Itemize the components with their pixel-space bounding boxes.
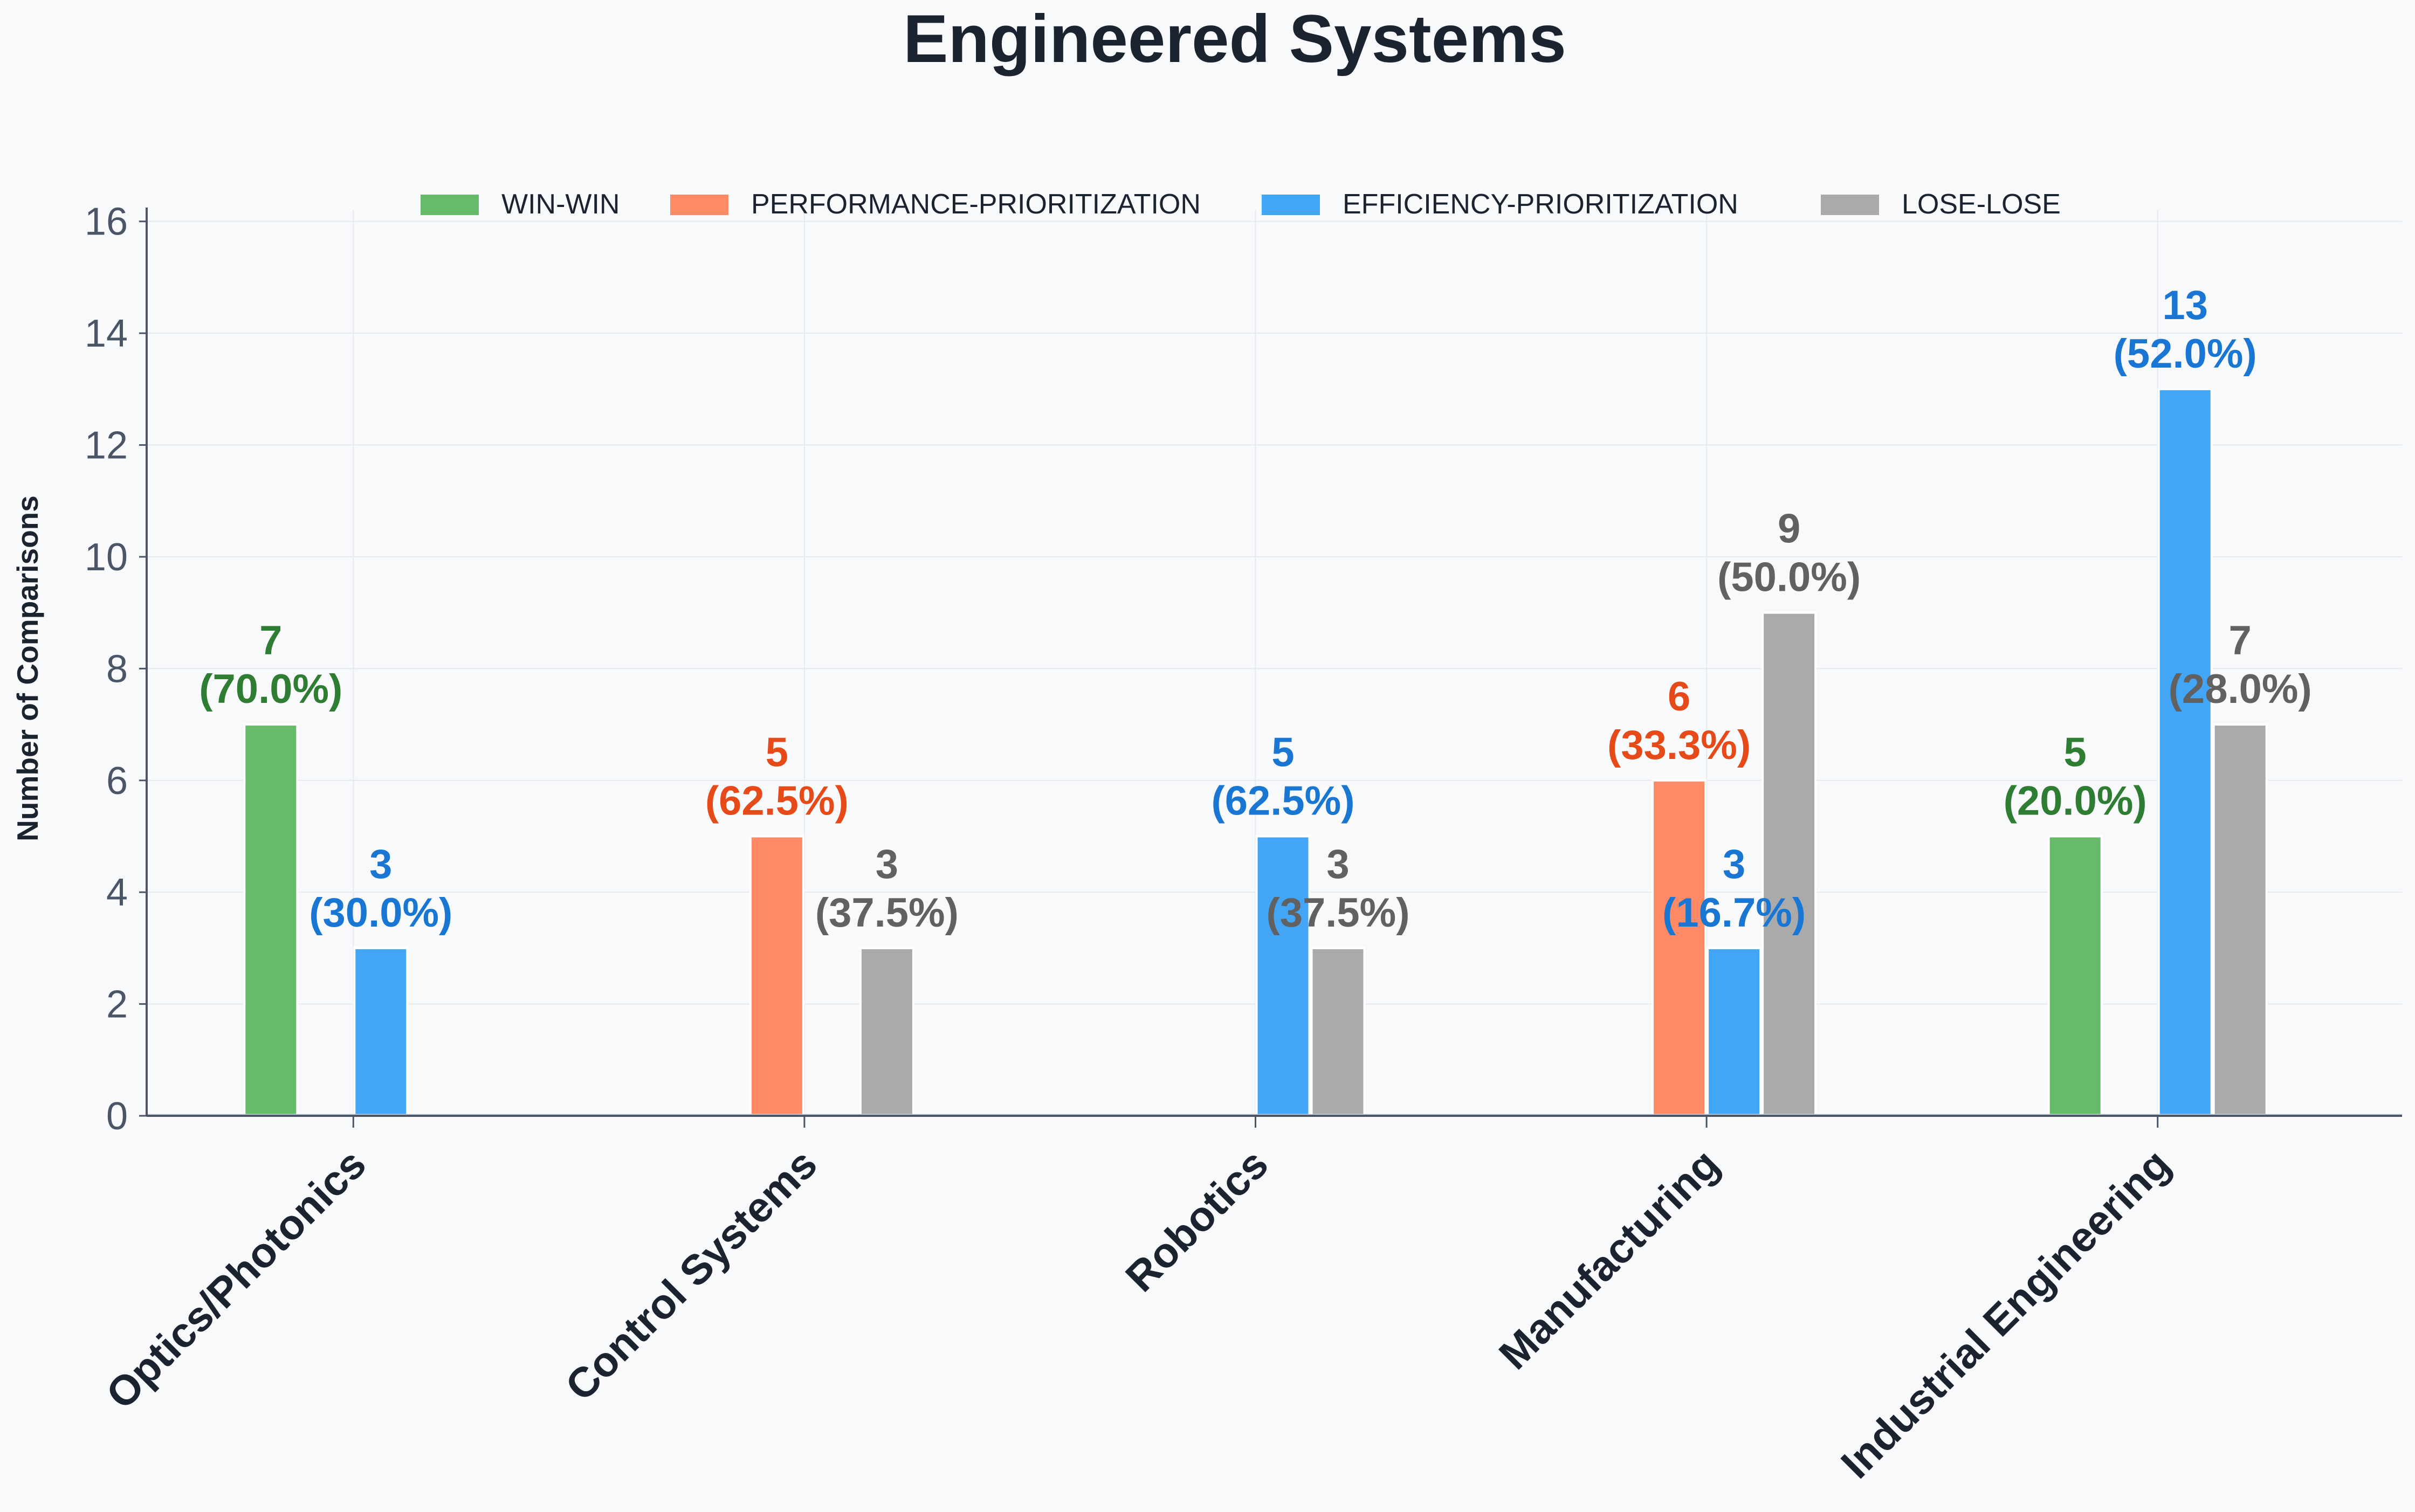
y-tick-label: 8	[106, 647, 128, 691]
bar-lose-lose-industrial-engineering	[2212, 723, 2268, 1117]
bar-efficiency-prioritization-optics-photonics	[353, 947, 409, 1117]
legend-item-lose-lose: LOSE-LOSE	[1821, 189, 2061, 220]
bar-label-lose-lose-industrial-engineering: 7 (28.0%)	[2169, 618, 2312, 712]
y-tick-label: 4	[106, 871, 128, 914]
legend-item-win-win: WIN-WIN	[421, 189, 620, 220]
legend-label: LOSE-LOSE	[1902, 189, 2061, 220]
bar-label-efficiency-prioritization-optics-photonics: 3 (30.0%)	[309, 841, 452, 936]
y-tick-label: 16	[85, 201, 128, 244]
legend-swatch	[1821, 195, 1879, 215]
chart-title: Engineered Systems	[903, 2, 1566, 77]
bar-lose-lose-manufacturing	[1762, 611, 1817, 1117]
bar-performance-prioritization-control-systems	[749, 835, 804, 1117]
y-tick-label: 0	[106, 1095, 128, 1138]
bar-efficiency-prioritization-industrial-engineering	[2157, 388, 2213, 1117]
y-axis-label: Number of Comparisons	[11, 495, 44, 841]
bar-performance-prioritization-manufacturing	[1652, 779, 1707, 1117]
bars	[243, 388, 2268, 1117]
y-tick-label: 2	[106, 983, 128, 1026]
legend-item-efficiency-prioritization: EFFICIENCY-PRIORITIZATION	[1262, 189, 1738, 220]
bar-lose-lose-robotics	[1310, 947, 1366, 1117]
bar-label-win-win-industrial-engineering: 5 (20.0%)	[2004, 729, 2147, 824]
bar-label-performance-prioritization-manufacturing: 6 (33.3%)	[1607, 674, 1751, 768]
legend-label: PERFORMANCE-PRIORITIZATION	[751, 189, 1201, 220]
y-tick-label: 12	[85, 424, 128, 467]
bar-label-efficiency-prioritization-manufacturing: 3 (16.7%)	[1662, 841, 1806, 936]
bar-label-win-win-optics-photonics: 7 (70.0%)	[199, 618, 342, 712]
bar-win-win-industrial-engineering	[2047, 835, 2103, 1117]
legend-swatch	[1262, 195, 1320, 215]
bar-label-lose-lose-control-systems: 3 (37.5%)	[815, 841, 959, 936]
y-tick-label: 10	[85, 536, 128, 579]
legend: WIN-WIN PERFORMANCE-PRIORITIZATION EFFICIE…	[421, 189, 2061, 220]
y-tick-label: 14	[85, 312, 128, 355]
legend-swatch	[670, 195, 728, 215]
bar-label-efficiency-prioritization-industrial-engineering: 13 (52.0%)	[2114, 282, 2257, 377]
legend-swatch	[421, 195, 479, 215]
bar-efficiency-prioritization-robotics	[1255, 835, 1311, 1117]
bar-win-win-optics-photonics	[243, 723, 299, 1117]
legend-item-performance-prioritization: PERFORMANCE-PRIORITIZATION	[670, 189, 1201, 220]
bar-label-efficiency-prioritization-robotics: 5 (62.5%)	[1211, 729, 1354, 824]
bar-label-lose-lose-manufacturing: 9 (50.0%)	[1717, 506, 1861, 600]
legend-label: WIN-WIN	[501, 189, 620, 220]
legend-label: EFFICIENCY-PRIORITIZATION	[1343, 189, 1738, 220]
y-tick-label: 6	[106, 760, 128, 803]
bar-labels: 7 (70.0%) 5 (20.0%) 5 (62.5%) 6 (33.3%) 3 (30.0%)…	[199, 282, 2312, 936]
bar-label-performance-prioritization-control-systems: 5 (62.5%)	[705, 729, 849, 824]
bar-lose-lose-control-systems	[859, 947, 914, 1117]
bar-efficiency-prioritization-manufacturing	[1707, 947, 1762, 1117]
bar-label-lose-lose-robotics: 3 (37.5%)	[1266, 841, 1409, 936]
